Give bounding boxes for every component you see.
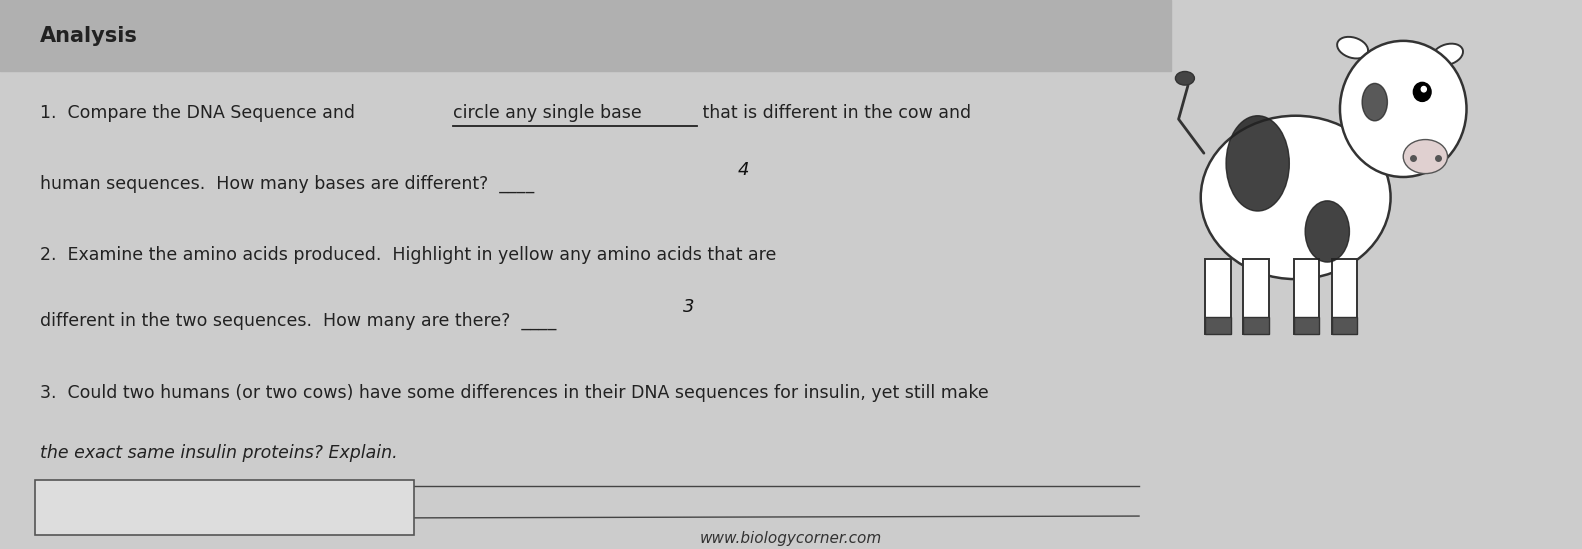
Text: human sequences.  How many bases are different?  ____: human sequences. How many bases are diff… [40,175,533,193]
Text: 3: 3 [683,299,694,316]
Text: www.biologycorner.com: www.biologycorner.com [699,531,883,546]
Text: 2.  Examine the amino acids produced.  Highlight in yellow any amino acids that : 2. Examine the amino acids produced. Hig… [40,247,775,264]
Text: different in the two sequences.  How many are there?  ____: different in the two sequences. How many… [40,312,555,330]
Text: 1.  Compare the DNA Sequence and: 1. Compare the DNA Sequence and [40,104,361,121]
Text: Analysis: Analysis [40,26,138,46]
Text: the exact same insulin proteins? Explain.: the exact same insulin proteins? Explain… [40,444,397,462]
Text: that is different in the cow and: that is different in the cow and [696,104,971,121]
FancyBboxPatch shape [35,480,414,535]
Text: circle any single base: circle any single base [452,104,642,121]
Text: 3.  Could two humans (or two cows) have some differences in their DNA sequences : 3. Could two humans (or two cows) have s… [40,384,989,401]
Text: 4: 4 [737,161,748,179]
Bar [0,0,1171,71]
